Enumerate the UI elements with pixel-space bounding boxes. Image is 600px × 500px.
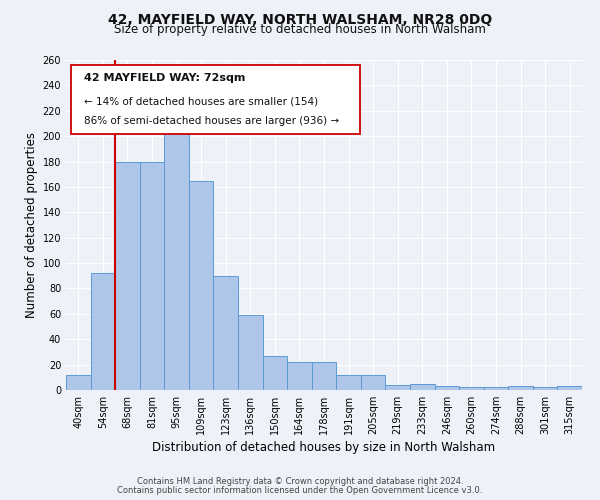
- Bar: [66, 375, 91, 390]
- Bar: [459, 388, 484, 390]
- FancyBboxPatch shape: [71, 65, 360, 134]
- Text: 42 MAYFIELD WAY: 72sqm: 42 MAYFIELD WAY: 72sqm: [84, 73, 245, 83]
- Bar: [410, 384, 434, 390]
- Bar: [115, 162, 140, 390]
- Bar: [434, 386, 459, 390]
- X-axis label: Distribution of detached houses by size in North Walsham: Distribution of detached houses by size …: [152, 441, 496, 454]
- Bar: [189, 180, 214, 390]
- Text: Contains public sector information licensed under the Open Government Licence v3: Contains public sector information licen…: [118, 486, 482, 495]
- Bar: [287, 362, 312, 390]
- Bar: [385, 385, 410, 390]
- Text: 42, MAYFIELD WAY, NORTH WALSHAM, NR28 0DQ: 42, MAYFIELD WAY, NORTH WALSHAM, NR28 0D…: [108, 12, 492, 26]
- Text: Size of property relative to detached houses in North Walsham: Size of property relative to detached ho…: [114, 24, 486, 36]
- Bar: [164, 124, 189, 390]
- Bar: [91, 273, 115, 390]
- Text: Contains HM Land Registry data © Crown copyright and database right 2024.: Contains HM Land Registry data © Crown c…: [137, 477, 463, 486]
- Bar: [533, 388, 557, 390]
- Text: ← 14% of detached houses are smaller (154): ← 14% of detached houses are smaller (15…: [84, 96, 318, 106]
- Bar: [214, 276, 238, 390]
- Bar: [263, 356, 287, 390]
- Bar: [484, 388, 508, 390]
- Bar: [557, 386, 582, 390]
- Bar: [238, 315, 263, 390]
- Bar: [336, 375, 361, 390]
- Y-axis label: Number of detached properties: Number of detached properties: [25, 132, 38, 318]
- Bar: [361, 375, 385, 390]
- Bar: [312, 362, 336, 390]
- Text: 86% of semi-detached houses are larger (936) →: 86% of semi-detached houses are larger (…: [84, 116, 339, 126]
- Bar: [140, 162, 164, 390]
- Bar: [508, 386, 533, 390]
